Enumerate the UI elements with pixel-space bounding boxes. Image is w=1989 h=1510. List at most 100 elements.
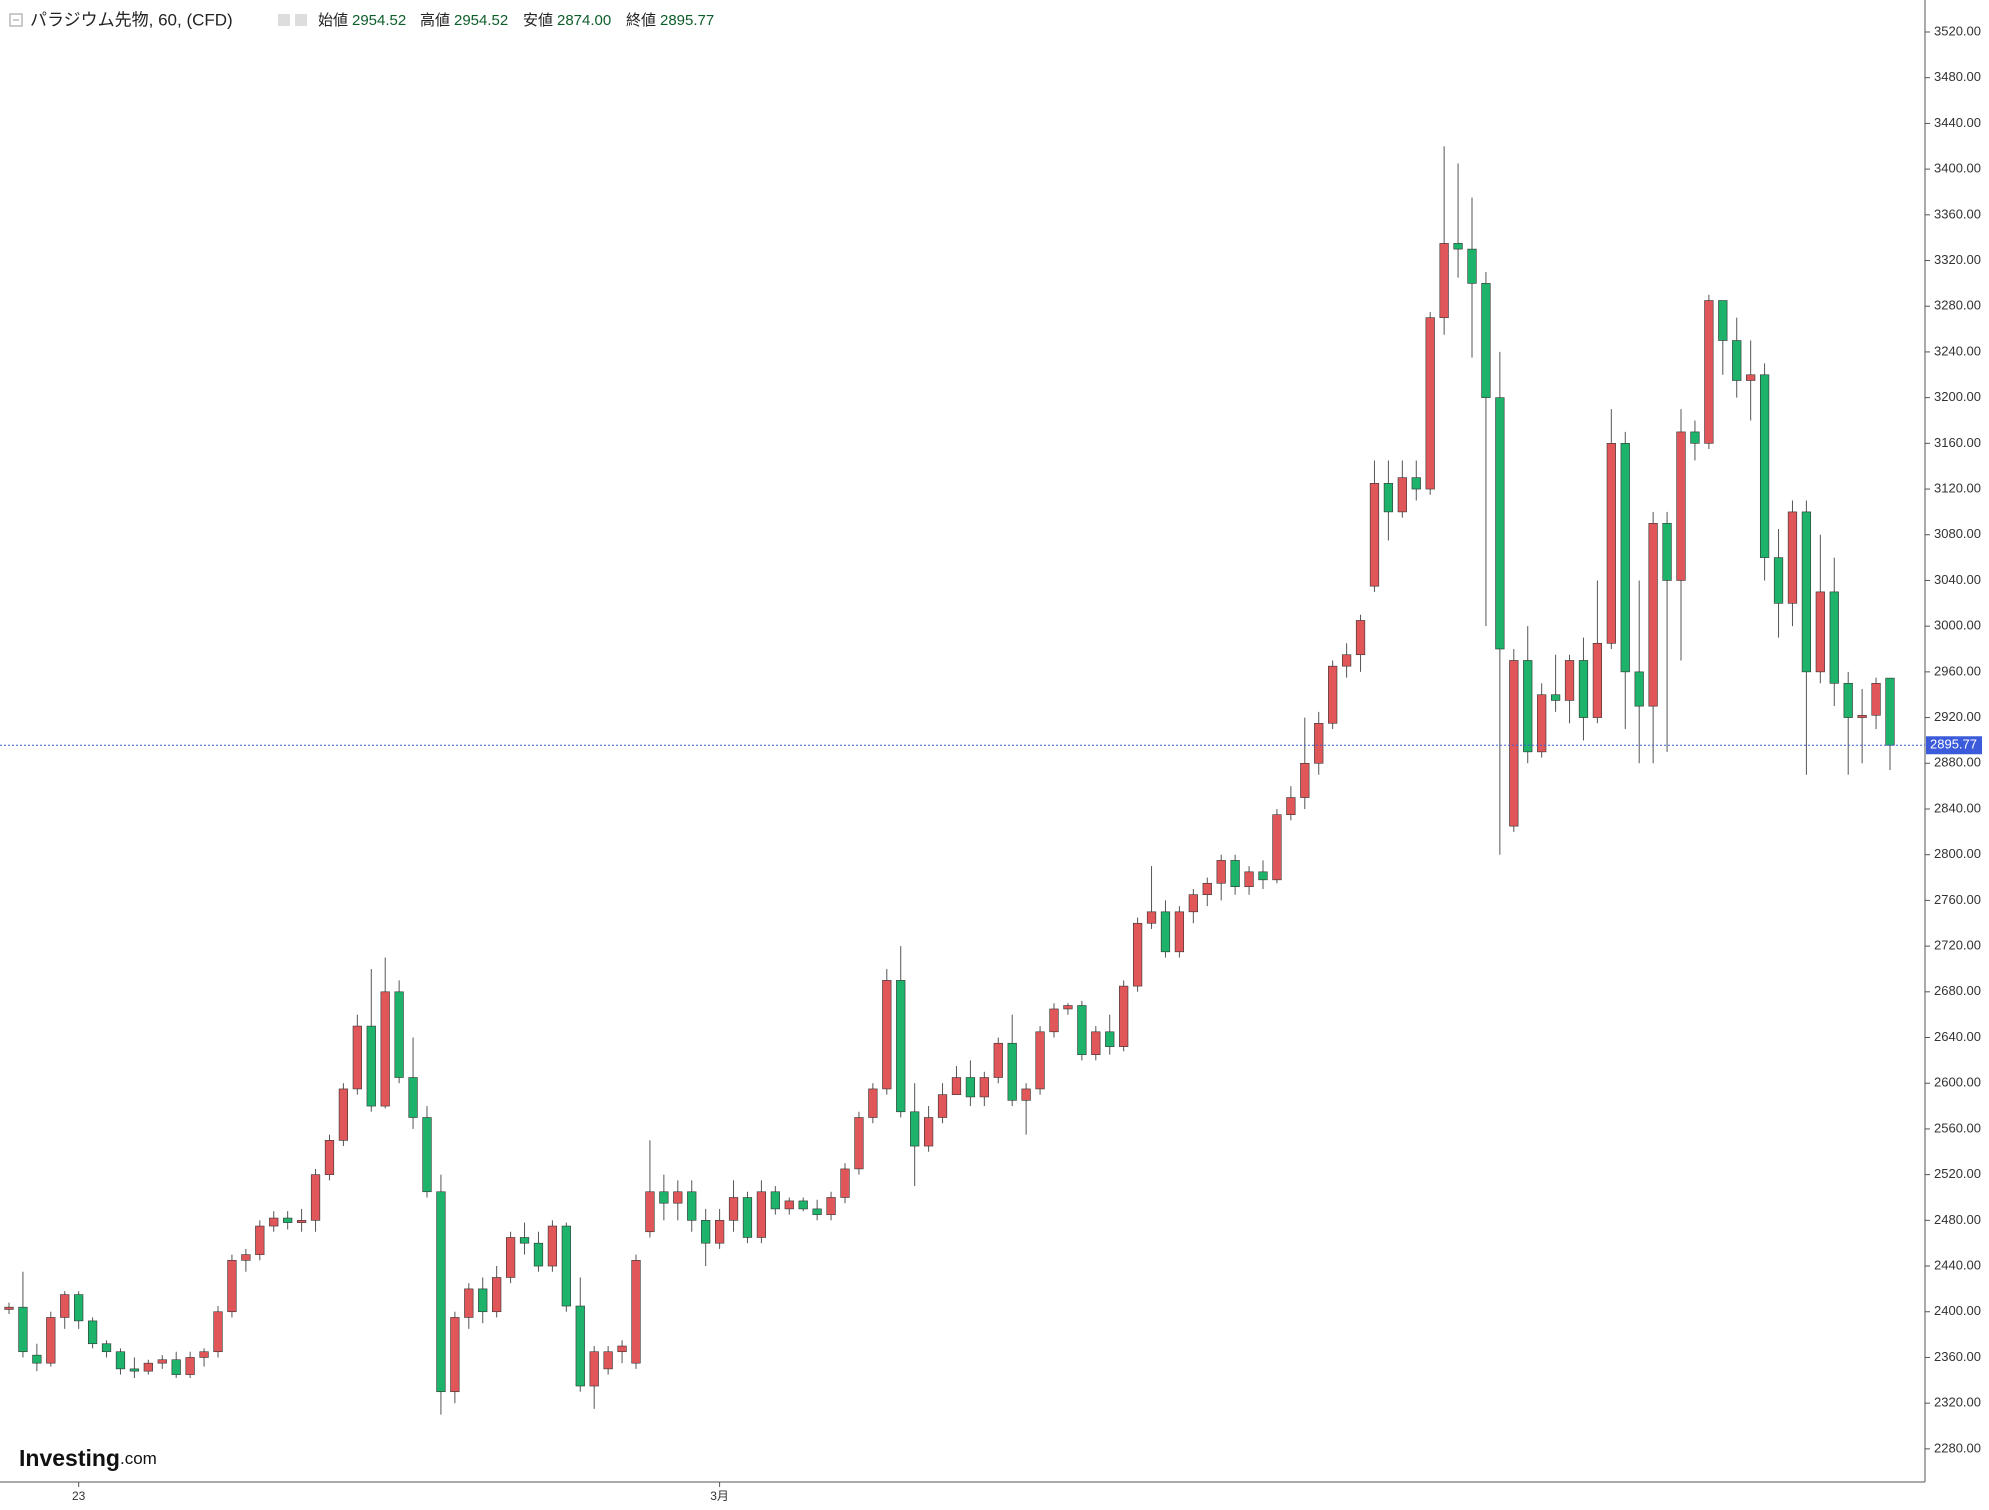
candle-body xyxy=(1801,511,1812,673)
y-tick-label: 2920.00 xyxy=(1934,709,1981,724)
y-tick-label: 3000.00 xyxy=(1934,618,1981,633)
candle-body xyxy=(1188,894,1198,913)
y-tick-label: 2280.00 xyxy=(1934,1440,1981,1455)
candle-body xyxy=(742,1197,753,1238)
candle-body xyxy=(1146,911,1157,924)
candle-body xyxy=(1732,340,1742,381)
y-tick-label: 2400.00 xyxy=(1934,1303,1981,1318)
candle-body xyxy=(673,1191,683,1204)
candle-body xyxy=(1077,1005,1087,1055)
candle-body xyxy=(143,1362,153,1372)
candle-body xyxy=(296,1220,307,1223)
candle-body xyxy=(1885,677,1895,746)
candle-body xyxy=(575,1305,585,1387)
candle-body xyxy=(1857,714,1867,718)
candle-body xyxy=(352,1025,362,1090)
y-tick-label: 3120.00 xyxy=(1934,480,1981,495)
candle-body xyxy=(227,1260,237,1313)
candle-body xyxy=(478,1288,488,1313)
low-value: 2874.00 xyxy=(557,12,611,29)
candle-body xyxy=(1021,1088,1031,1101)
icon[interactable] xyxy=(278,14,290,26)
y-tick-label: 2520.00 xyxy=(1934,1166,1981,1181)
candle-body xyxy=(32,1354,42,1364)
candle-body xyxy=(492,1277,502,1313)
x-tick-label: 23 xyxy=(72,1489,86,1503)
candle-body xyxy=(87,1320,98,1345)
candle-body xyxy=(1453,243,1463,250)
y-tick-label: 2680.00 xyxy=(1934,983,1981,998)
candle-body xyxy=(1843,682,1853,718)
candle-body xyxy=(1495,397,1505,650)
y-tick-label: 3400.00 xyxy=(1934,161,1981,176)
candle-body xyxy=(854,1117,864,1170)
candle-body xyxy=(1300,762,1310,798)
candle-body xyxy=(1550,694,1561,701)
candle-body xyxy=(979,1077,989,1098)
candle-body xyxy=(770,1191,780,1210)
candle-body xyxy=(1662,523,1672,581)
logo-name: Investing xyxy=(19,1445,120,1471)
candle-body xyxy=(896,980,906,1113)
candle-body xyxy=(826,1197,836,1215)
candle-body xyxy=(1564,660,1575,701)
y-tick-label: 2440.00 xyxy=(1934,1257,1981,1272)
last-price-tag-bg xyxy=(1926,736,1982,755)
candle-body xyxy=(338,1088,349,1141)
candle-body xyxy=(631,1260,641,1364)
candle-body xyxy=(394,991,404,1078)
candle-body xyxy=(993,1042,1003,1078)
candle-body xyxy=(645,1191,655,1233)
candle-body xyxy=(505,1237,516,1278)
y-tick-label: 2720.00 xyxy=(1934,938,1981,953)
candle-body xyxy=(436,1191,446,1393)
y-tick-label: 3200.00 xyxy=(1934,389,1981,404)
y-tick-label: 2320.00 xyxy=(1934,1395,1981,1410)
collapse-icon[interactable] xyxy=(9,13,23,27)
candle-body xyxy=(1829,591,1839,684)
candle-body xyxy=(561,1225,571,1307)
candle-body xyxy=(1787,511,1798,604)
candle-body xyxy=(4,1306,14,1310)
candle-body xyxy=(1509,660,1519,827)
candle-body xyxy=(380,991,390,1107)
candle-body xyxy=(533,1242,544,1267)
candle-body xyxy=(1467,248,1477,284)
y-tick-label: 2480.00 xyxy=(1934,1212,1981,1227)
candle-body xyxy=(157,1359,167,1364)
candle-body xyxy=(241,1254,251,1261)
candle-body xyxy=(1035,1031,1045,1090)
y-tick-label: 3320.00 xyxy=(1934,252,1981,267)
candle-body xyxy=(798,1200,808,1210)
candle-body xyxy=(1620,443,1630,673)
icon[interactable] xyxy=(295,14,307,26)
candle-body xyxy=(547,1225,558,1267)
y-tick-label: 2360.00 xyxy=(1934,1349,1981,1364)
candle-body xyxy=(784,1200,794,1210)
candle-body xyxy=(1592,643,1603,718)
candle-body xyxy=(1411,477,1421,490)
candle-body xyxy=(1049,1008,1059,1033)
candle-body xyxy=(1272,814,1282,881)
candle-body xyxy=(603,1351,613,1370)
candle-body xyxy=(1160,911,1171,953)
candle-body xyxy=(171,1359,181,1375)
open-value: 2954.52 xyxy=(352,12,406,29)
candle-body xyxy=(74,1294,84,1322)
candle-body xyxy=(408,1077,418,1118)
y-tick-label: 2800.00 xyxy=(1934,846,1981,861)
y-tick-label: 3280.00 xyxy=(1934,298,1981,313)
candle-body xyxy=(450,1317,460,1393)
logo-suffix: .com xyxy=(120,1449,157,1468)
candle-body xyxy=(1369,483,1380,587)
candle-body xyxy=(1063,1005,1073,1010)
y-tick-label: 2600.00 xyxy=(1934,1075,1981,1090)
candle-body xyxy=(1746,374,1756,381)
candle-body xyxy=(1383,483,1394,513)
y-tick-label: 2960.00 xyxy=(1934,663,1981,678)
chart-title: パラジウム先物, 60, (CFD) xyxy=(30,10,233,29)
candle-body xyxy=(1704,300,1714,444)
candle-body xyxy=(18,1306,28,1353)
candle-body xyxy=(1091,1031,1101,1055)
